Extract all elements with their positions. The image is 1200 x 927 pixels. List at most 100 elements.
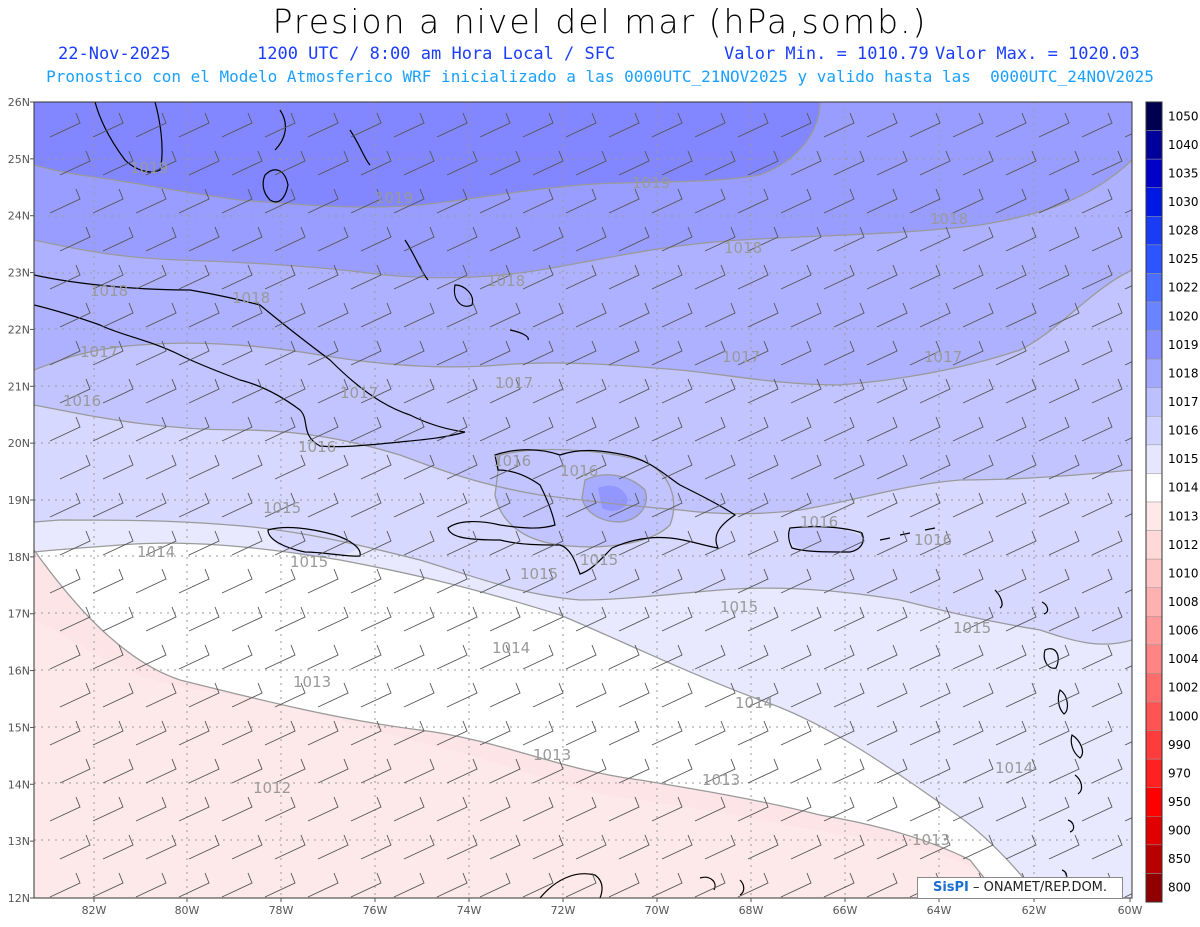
contour-label: 1018 [724,239,762,257]
colorbar-swatch [1145,844,1163,874]
lat-label: 22N [8,323,30,336]
coast-martinique [1070,734,1084,759]
coast-guadeloupe [1043,648,1059,669]
colorbar-label: 1010 [1168,566,1199,580]
colorbar-label: 1013 [1168,509,1199,523]
lat-label: 16N [8,665,30,678]
colorbar-swatch [1145,301,1163,331]
contour-label: 1015 [953,619,991,637]
contour-label: 1018 [487,272,525,290]
band-1013 [34,620,1020,898]
contour-label: 1016 [63,392,101,410]
contour-label: 1012 [253,779,291,797]
colorbar-label: 1050 [1168,109,1199,123]
lat-label: 15N [8,721,30,734]
isobar-1016 [34,404,1132,515]
colorbar-label: 1020 [1168,309,1199,323]
contour-label: 1015 [290,553,328,571]
colorbar-swatch [1145,244,1163,274]
contour-label: 1014 [492,639,530,657]
colorbar-swatch [1145,358,1163,388]
isobar-hispaniola [494,448,675,548]
lon-label: 66W [833,904,858,917]
coast-hispaniola [447,449,737,575]
colorbar-label: 1018 [1168,366,1199,380]
coast-dominica [1057,689,1069,715]
colorbar-label: 1012 [1168,538,1199,552]
isobar-1018 [34,159,1132,279]
colorbar-swatch [1145,473,1163,503]
coast-puerto-rico [788,526,864,553]
coast-lesser-antilles-2 [1041,601,1049,615]
coast-st-vincent [1067,819,1075,833]
coast-turks [509,329,529,341]
coast-virgin-islands [879,527,936,541]
lat-label: 24N [8,210,30,223]
colorbar-swatch [1145,416,1163,446]
colorbar-swatch [1145,101,1163,131]
colorbar-swatch [1145,501,1163,531]
lat-label: 21N [8,380,30,393]
contour-label: 1015 [720,598,758,616]
colorbar-swatch [1145,216,1163,246]
contour-label: 1017 [924,348,962,366]
coast-lesser-antilles-1 [994,589,1003,609]
lat-label: 23N [8,267,30,280]
band-1016-jamaica [270,528,360,557]
longitude-axis: 82W 80W 78W 76W 74W 72W 70W 68W 66W 64W 62W 60W [82,898,1143,917]
contour-label: 1014 [995,759,1033,777]
lat-label: 13N [8,835,30,848]
colorbar-swatch [1145,816,1163,846]
colorbar-swatch [1145,330,1163,360]
forecast-date: 22-Nov-2025 [58,44,171,64]
isobar-1012 [34,549,1001,898]
colorbar-swatch [1145,787,1163,817]
colorbar-label: 1030 [1168,195,1199,209]
colorbar-label: 970 [1168,766,1191,780]
latitude-axis: 26N 25N 24N 23N 22N 21N 20N 19N 18N 17N 16N 15N 14N 1… [8,96,34,905]
colorbar-swatch [1145,758,1163,788]
max-value: Valor Max. = 1020.03 [935,44,1140,64]
colorbar-swatch [1145,558,1163,588]
lat-label: 19N [8,494,30,507]
colorbar-label: 1025 [1168,252,1199,266]
colorbar-swatch [1145,730,1163,760]
colorbar-label: 1014 [1168,481,1199,495]
chart-title: Presion a nivel del mar (hPa,somb.) [272,2,928,41]
contour-label: 1017 [340,384,378,402]
contour-label: 1013 [702,771,740,789]
isobar-layer [34,102,1132,898]
coast-bahamas-abaco [274,109,287,151]
colorbar-label: 990 [1168,738,1191,752]
colorbar-swatch [1145,273,1163,303]
colorbar-label: 1028 [1168,224,1199,238]
isobar-hispaniola-inner [581,474,647,523]
colorbar-label: 1015 [1168,452,1199,466]
isobar-1019 [34,102,821,208]
sispi-logo: SisPI [932,880,969,895]
colorbar-label: 1035 [1168,166,1199,180]
contour-label: 1013 [912,831,950,849]
colorbar-label: 950 [1168,795,1191,809]
colorbar-swatch [1145,187,1163,217]
colorbar-label: 1022 [1168,281,1199,295]
colorbar-swatch [1145,158,1163,188]
contour-label: 1014 [735,694,773,712]
colorbar-label: 1004 [1168,652,1199,666]
contour-label: 1016 [493,452,531,470]
contour-label: 1019 [130,159,168,177]
contour-label: 1013 [293,673,331,691]
band-1020 [34,102,820,208]
contour-label: 1015 [263,499,301,517]
coast-st-lucia [1074,774,1083,795]
colorbar-label: 850 [1168,852,1191,866]
wind-barb-layer [49,112,1132,898]
colorbar-label: 1000 [1168,709,1199,723]
contour-label: 1013 [533,746,571,764]
lon-label: 76W [363,904,388,917]
colorbar-swatch [1145,444,1163,474]
colorbar: 1050 1040 1035 1030 1028 1025 1022 1020 1019 1018… [1145,101,1199,903]
colorbar-swatch [1145,701,1163,731]
colorbar-label: 1019 [1168,338,1199,352]
